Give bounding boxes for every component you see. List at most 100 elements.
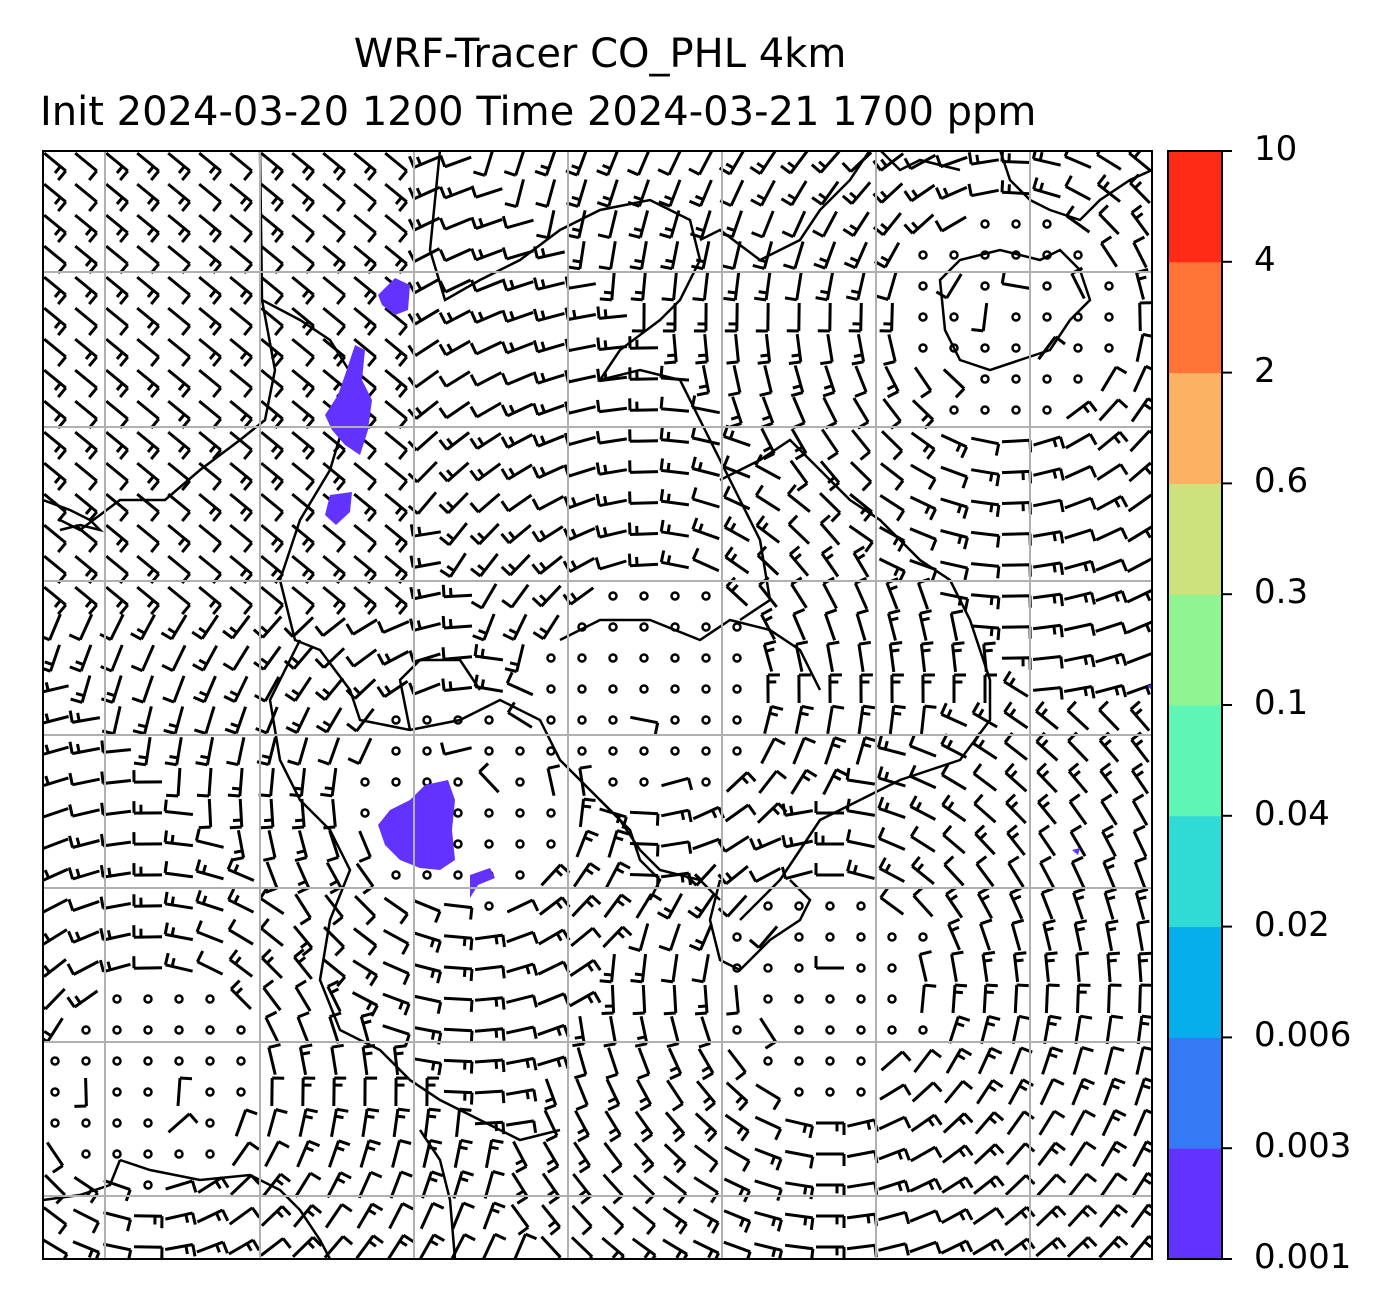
calm-wind-marker bbox=[391, 746, 401, 756]
wind-barb bbox=[1095, 683, 1128, 698]
wind-barb bbox=[1032, 530, 1065, 544]
wind-barb bbox=[970, 436, 1001, 456]
wind-barb bbox=[787, 514, 811, 545]
wind-barb bbox=[578, 797, 596, 828]
wind-barb bbox=[820, 333, 834, 366]
wind-barb bbox=[502, 613, 528, 641]
wind-barb bbox=[1100, 365, 1128, 392]
calm-wind-marker bbox=[949, 343, 959, 353]
wind-barb bbox=[229, 523, 253, 554]
calm-wind-marker bbox=[1073, 343, 1083, 353]
wind-barb bbox=[167, 306, 191, 337]
wind-barb bbox=[1044, 951, 1058, 983]
wind-barb bbox=[1099, 1172, 1128, 1198]
wind-barb bbox=[443, 996, 474, 1012]
wind-barb bbox=[136, 492, 160, 523]
wind-barb bbox=[605, 861, 631, 889]
wind-barb bbox=[443, 1089, 474, 1105]
wind-barb bbox=[195, 859, 224, 881]
wind-barb bbox=[506, 898, 540, 914]
calm-wind-marker bbox=[949, 405, 959, 415]
wind-barb bbox=[634, 1015, 649, 1048]
wind-barb bbox=[132, 956, 163, 970]
wind-barb bbox=[74, 337, 98, 368]
wind-barb bbox=[136, 213, 160, 244]
wind-barb bbox=[1004, 762, 1028, 793]
wind-barb bbox=[909, 795, 937, 821]
calm-wind-marker bbox=[422, 746, 432, 756]
wind-barb bbox=[298, 1107, 319, 1138]
wind-barb bbox=[883, 334, 897, 366]
calm-wind-marker bbox=[546, 808, 556, 818]
wind-barb bbox=[663, 984, 678, 1016]
wind-barb bbox=[345, 618, 378, 636]
wind-barb bbox=[443, 1027, 474, 1043]
wind-barb bbox=[760, 427, 776, 461]
wind-barb bbox=[1067, 762, 1089, 794]
wind-barb bbox=[167, 523, 191, 554]
wind-barb bbox=[43, 275, 67, 306]
wind-barb bbox=[500, 433, 534, 449]
wind-barb bbox=[1130, 204, 1150, 237]
calm-wind-marker bbox=[794, 901, 804, 911]
wind-barb bbox=[724, 803, 757, 823]
wind-barb bbox=[443, 1058, 474, 1074]
wind-barb bbox=[132, 706, 153, 736]
wind-barb bbox=[976, 1079, 1004, 1105]
wind-barb bbox=[412, 994, 443, 1015]
wind-barb bbox=[780, 151, 809, 175]
wind-barb bbox=[1129, 1235, 1152, 1259]
colorbar-tick-label: 0.3 bbox=[1254, 572, 1309, 613]
wind-barb bbox=[1068, 793, 1088, 826]
calm-wind-marker bbox=[1073, 374, 1083, 384]
wind-barb bbox=[291, 523, 315, 554]
wind-barb bbox=[1064, 591, 1096, 605]
wind-barb bbox=[1098, 204, 1120, 236]
wind-barb bbox=[222, 645, 250, 672]
wind-barb bbox=[353, 523, 377, 554]
calm-wind-marker bbox=[484, 715, 494, 725]
wind-barb bbox=[941, 794, 967, 823]
wind-barb bbox=[888, 641, 903, 673]
calm-wind-marker bbox=[391, 715, 401, 725]
wind-barb bbox=[1033, 435, 1066, 449]
wind-barb bbox=[908, 734, 937, 758]
wind-barb bbox=[291, 492, 315, 523]
wind-barb bbox=[594, 557, 627, 571]
wind-barb bbox=[473, 644, 504, 662]
wind-barb bbox=[628, 429, 659, 443]
wind-barb bbox=[972, 1206, 1005, 1226]
wind-barb bbox=[691, 517, 720, 541]
wind-barb bbox=[228, 949, 254, 978]
calm-wind-marker bbox=[856, 901, 866, 911]
wind-barb bbox=[788, 333, 803, 365]
wind-barb bbox=[663, 1143, 687, 1174]
wind-barb bbox=[1102, 1077, 1126, 1106]
wind-barb bbox=[453, 1138, 473, 1169]
calm-wind-marker bbox=[205, 1056, 215, 1066]
wind-barb bbox=[1133, 856, 1147, 889]
wind-barb bbox=[1067, 731, 1089, 763]
wind-barb bbox=[1076, 983, 1091, 1014]
wind-barb bbox=[573, 1047, 588, 1080]
wind-barb bbox=[322, 958, 347, 988]
wind-barb bbox=[698, 1016, 712, 1049]
wind-barb bbox=[748, 867, 782, 883]
wind-barb bbox=[695, 1080, 717, 1112]
wind-barb bbox=[766, 673, 780, 704]
wind-barb bbox=[628, 398, 659, 412]
wind-barb bbox=[909, 825, 936, 853]
calm-wind-marker bbox=[546, 715, 556, 725]
calm-wind-marker bbox=[205, 1087, 215, 1097]
wind-barb bbox=[879, 494, 906, 522]
calm-wind-marker bbox=[701, 746, 711, 756]
wind-barb bbox=[469, 462, 502, 482]
wind-barb bbox=[1032, 177, 1061, 199]
wind-barb bbox=[296, 1139, 321, 1168]
wind-barb bbox=[1126, 557, 1152, 573]
wind-barb bbox=[911, 1081, 943, 1103]
wind-barb bbox=[261, 948, 283, 979]
calm-wind-marker bbox=[112, 1118, 122, 1128]
wind-barb bbox=[1067, 1204, 1098, 1228]
wind-barb bbox=[786, 483, 811, 513]
